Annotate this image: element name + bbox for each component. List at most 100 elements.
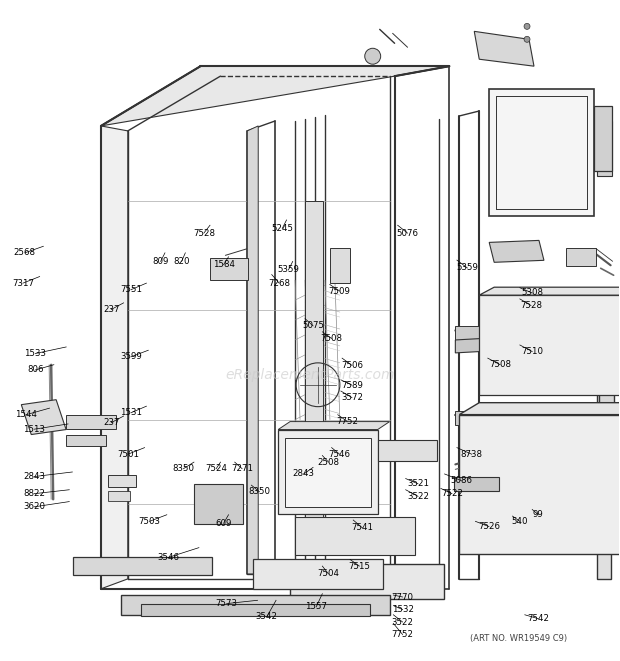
- Polygon shape: [278, 422, 389, 430]
- Text: 7522: 7522: [441, 489, 463, 498]
- Bar: [596, 330, 611, 579]
- Text: 3521: 3521: [407, 479, 429, 488]
- Text: 7546: 7546: [329, 449, 351, 459]
- Text: 8738: 8738: [461, 449, 483, 459]
- Polygon shape: [479, 287, 620, 295]
- Text: 806: 806: [27, 366, 43, 375]
- Text: 237: 237: [103, 305, 120, 314]
- Bar: [599, 340, 614, 459]
- Text: 7509: 7509: [329, 286, 350, 295]
- Text: 5245: 5245: [271, 224, 293, 233]
- Text: 5086: 5086: [450, 476, 472, 485]
- Bar: [108, 475, 136, 487]
- Text: 1533: 1533: [24, 349, 46, 358]
- Text: 809: 809: [153, 257, 169, 266]
- Text: 7268: 7268: [268, 279, 290, 288]
- Bar: [73, 557, 213, 575]
- Text: 540: 540: [512, 517, 528, 526]
- Bar: [330, 249, 350, 283]
- Text: 7770: 7770: [392, 592, 414, 602]
- Text: 1584: 1584: [213, 260, 234, 269]
- Bar: [305, 200, 323, 519]
- Polygon shape: [479, 295, 620, 395]
- Text: 5359: 5359: [278, 266, 299, 274]
- Polygon shape: [455, 332, 599, 353]
- Text: 7504: 7504: [317, 570, 340, 578]
- Polygon shape: [247, 126, 259, 574]
- Text: 1513: 1513: [23, 425, 45, 434]
- Polygon shape: [459, 403, 620, 414]
- Text: 7542: 7542: [528, 614, 549, 623]
- Bar: [66, 434, 106, 446]
- Polygon shape: [101, 126, 128, 589]
- Text: 7508: 7508: [489, 360, 511, 369]
- Polygon shape: [21, 400, 66, 434]
- Bar: [278, 430, 378, 514]
- Bar: [455, 410, 599, 424]
- Text: 3542: 3542: [256, 612, 278, 621]
- Text: 1557: 1557: [305, 602, 327, 611]
- Text: 7501: 7501: [117, 449, 139, 459]
- Text: 609: 609: [215, 519, 232, 527]
- Bar: [253, 559, 383, 589]
- Text: 3522: 3522: [392, 617, 414, 627]
- Text: 5359: 5359: [456, 264, 478, 272]
- Text: 3599: 3599: [120, 352, 142, 362]
- Text: 2843: 2843: [293, 469, 315, 479]
- Text: 7752: 7752: [392, 630, 414, 639]
- Text: 5076: 5076: [397, 229, 419, 237]
- Bar: [210, 258, 248, 280]
- Bar: [295, 517, 415, 555]
- Text: 7589: 7589: [341, 381, 363, 389]
- Text: 3572: 3572: [341, 393, 363, 402]
- Bar: [66, 414, 116, 428]
- Text: 7528: 7528: [193, 229, 215, 237]
- Text: 7503: 7503: [138, 517, 161, 526]
- Bar: [285, 438, 371, 507]
- Text: 7528: 7528: [520, 301, 542, 310]
- Bar: [594, 106, 612, 171]
- Bar: [566, 249, 596, 266]
- Text: 237: 237: [103, 418, 120, 427]
- Bar: [454, 477, 499, 491]
- Bar: [596, 121, 612, 176]
- Circle shape: [524, 36, 530, 42]
- Polygon shape: [489, 241, 544, 262]
- Text: 7524: 7524: [205, 464, 227, 473]
- Text: 8822: 8822: [23, 489, 45, 498]
- Text: 8350: 8350: [172, 464, 195, 473]
- Text: 820: 820: [174, 257, 190, 266]
- Text: 3620: 3620: [23, 502, 45, 512]
- Text: 8350: 8350: [249, 487, 270, 496]
- Polygon shape: [474, 31, 534, 66]
- Text: eReplacementParts.com: eReplacementParts.com: [225, 368, 395, 382]
- Text: 2508: 2508: [317, 457, 340, 467]
- Bar: [121, 595, 389, 615]
- Circle shape: [365, 48, 381, 64]
- Text: 7573: 7573: [216, 599, 237, 608]
- Text: 7515: 7515: [348, 562, 370, 570]
- Text: 3546: 3546: [157, 553, 179, 562]
- Text: 7551: 7551: [120, 285, 142, 294]
- Text: 3522: 3522: [407, 492, 429, 501]
- Bar: [290, 564, 445, 599]
- Bar: [193, 485, 243, 524]
- Text: 7317: 7317: [12, 279, 34, 288]
- Text: 5308: 5308: [521, 288, 543, 297]
- Polygon shape: [459, 414, 620, 554]
- Circle shape: [524, 23, 530, 29]
- Bar: [378, 440, 438, 461]
- Text: 7541: 7541: [352, 524, 373, 532]
- Polygon shape: [101, 66, 449, 126]
- Text: 7752: 7752: [336, 417, 358, 426]
- Text: 7510: 7510: [521, 347, 543, 356]
- Text: 1531: 1531: [120, 408, 142, 417]
- Text: 7506: 7506: [341, 361, 363, 370]
- Bar: [108, 491, 130, 501]
- Text: 2843: 2843: [23, 472, 45, 481]
- Text: 7526: 7526: [478, 522, 500, 531]
- Text: 99: 99: [533, 510, 544, 520]
- Polygon shape: [489, 89, 594, 215]
- Text: 7508: 7508: [321, 334, 343, 343]
- Text: 1544: 1544: [15, 410, 37, 419]
